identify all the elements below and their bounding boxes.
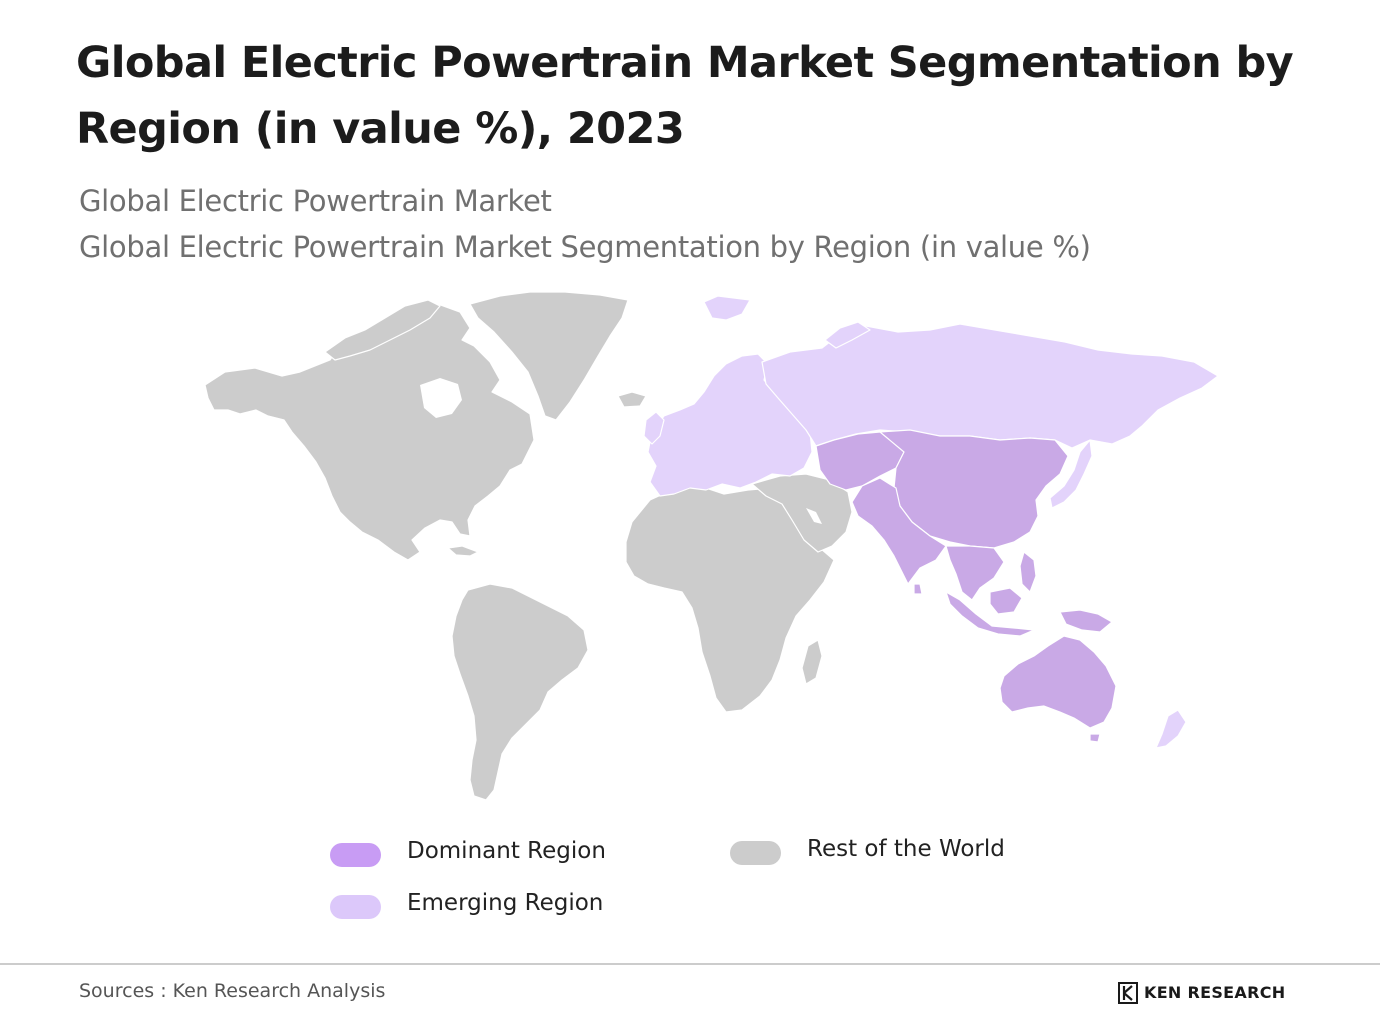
legend-label-emerging: Emerging Region bbox=[407, 890, 604, 916]
subtitle-segmentation: Global Electric Powertrain Market Segmen… bbox=[79, 230, 1091, 264]
region-sri-lanka bbox=[913, 583, 923, 595]
rest-of-world-regions bbox=[204, 291, 853, 801]
region-svalbard bbox=[703, 295, 751, 321]
legend-label-rest: Rest of the World bbox=[807, 836, 1005, 862]
ken-research-logo-icon bbox=[1118, 982, 1138, 1004]
legend-label-dominant: Dominant Region bbox=[407, 838, 606, 864]
chart-title: Global Electric Powertrain Market Segmen… bbox=[76, 38, 1294, 154]
region-philippines bbox=[1019, 551, 1037, 593]
region-sumatra-java bbox=[945, 591, 1035, 637]
emerging-regions bbox=[643, 295, 1219, 749]
region-south-america bbox=[451, 583, 589, 801]
region-new-zealand bbox=[1155, 709, 1187, 749]
region-canada-arctic-islands bbox=[324, 299, 441, 361]
legend-swatch-emerging bbox=[330, 895, 381, 919]
region-arabian-gulf-water bbox=[806, 508, 822, 524]
region-iceland bbox=[617, 391, 647, 408]
region-new-guinea bbox=[1059, 609, 1113, 633]
region-india bbox=[851, 477, 947, 585]
region-middle-east bbox=[751, 473, 853, 553]
source-note: Sources : Ken Research Analysis bbox=[79, 980, 386, 1002]
legend-swatch-dominant bbox=[330, 843, 381, 867]
legend-swatch-rest bbox=[730, 841, 781, 865]
region-uk-ireland bbox=[643, 411, 665, 445]
region-novaya-zemlya bbox=[824, 321, 871, 349]
ken-research-logo-text: KEN RESEARCH bbox=[1144, 983, 1286, 1002]
region-borneo-sulawesi bbox=[989, 587, 1023, 615]
world-map bbox=[204, 291, 1219, 801]
region-tasmania bbox=[1089, 733, 1101, 743]
footer-divider bbox=[0, 963, 1380, 965]
region-australia bbox=[999, 635, 1117, 729]
subtitle-market: Global Electric Powertrain Market bbox=[79, 184, 552, 218]
region-greenland bbox=[469, 291, 629, 421]
region-hudson-bay-water bbox=[420, 378, 462, 418]
region-madagascar bbox=[801, 639, 823, 685]
dominant-regions bbox=[815, 429, 1117, 743]
region-cuba-caribbean bbox=[447, 545, 479, 557]
region-southeast-asia bbox=[945, 545, 1005, 601]
region-japan bbox=[1049, 439, 1093, 509]
